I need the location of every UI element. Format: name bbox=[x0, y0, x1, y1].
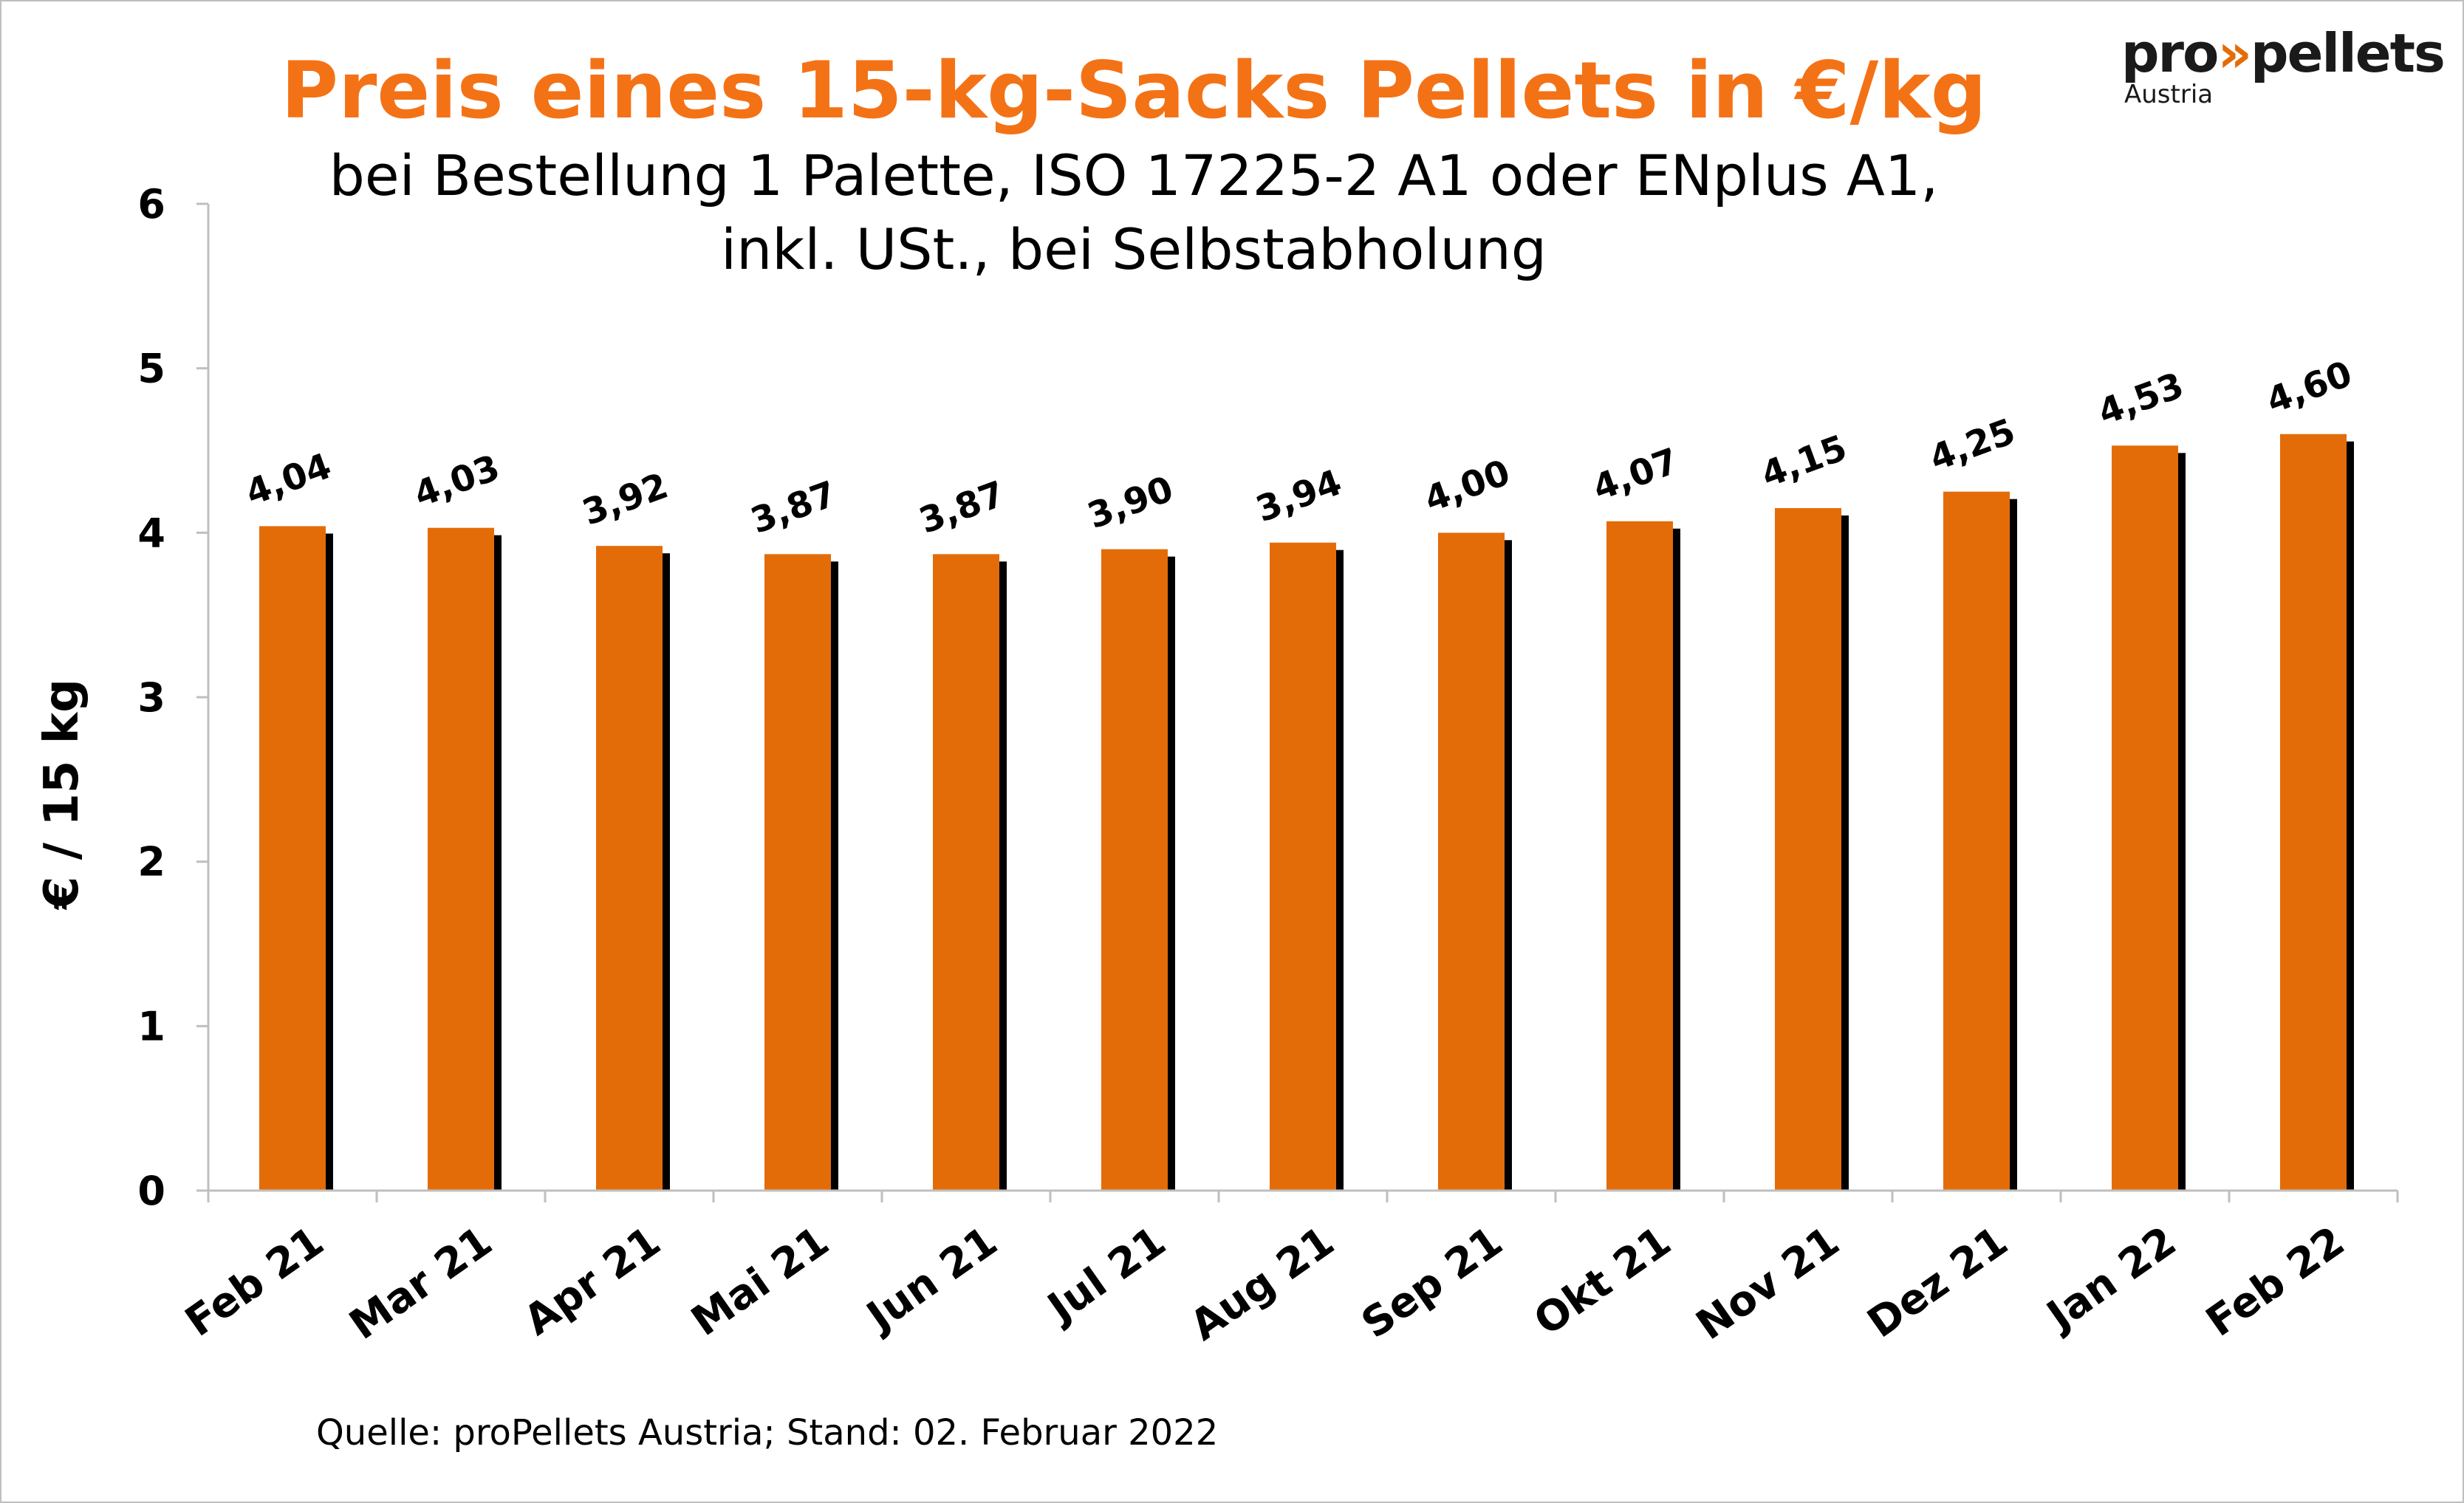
category-label: Mar 21 bbox=[341, 1217, 501, 1349]
chart-subtitle-line1: bei Bestellung 1 Palette, ISO 17225-2 A1… bbox=[329, 143, 1939, 208]
category-labels: Feb 21 Mar 21 Apr 21 Mai 21 Jun 21 Jul 21 Aug … bbox=[177, 1217, 2354, 1350]
chart-subtitle-line2: inkl. USt., bei Selbstabholung bbox=[720, 216, 1547, 282]
category-label: Jun 21 bbox=[856, 1217, 1006, 1342]
data-label: 3,87 bbox=[745, 473, 841, 542]
y-tick-label: 4 bbox=[137, 510, 165, 556]
data-label: 4,25 bbox=[1924, 411, 2020, 479]
category-label: Aug 21 bbox=[1182, 1217, 1343, 1350]
source-note: Quelle: proPellets Austria; Stand: 02. F… bbox=[316, 1412, 1219, 1454]
data-label: 4,53 bbox=[2092, 365, 2188, 434]
bar bbox=[2280, 434, 2347, 1191]
bar bbox=[1438, 533, 1505, 1191]
data-label: 4,04 bbox=[240, 445, 336, 514]
y-tick-label: 1 bbox=[137, 1003, 165, 1050]
bars bbox=[259, 434, 2347, 1191]
category-label: Dez 21 bbox=[1859, 1217, 2016, 1347]
data-label: 4,03 bbox=[408, 447, 504, 516]
category-label: Feb 21 bbox=[177, 1217, 333, 1346]
bar bbox=[1606, 521, 1673, 1191]
bar bbox=[2112, 445, 2178, 1191]
category-label: Jan 22 bbox=[2036, 1217, 2185, 1341]
data-label: 4,15 bbox=[1756, 427, 1852, 496]
data-label: 3,90 bbox=[1082, 468, 1178, 537]
bar bbox=[428, 527, 494, 1191]
category-label: Okt 21 bbox=[1526, 1217, 1680, 1345]
y-tick-label: 0 bbox=[137, 1168, 165, 1214]
logo-pellets: pellets bbox=[2251, 22, 2446, 84]
y-tick-label: 2 bbox=[137, 839, 165, 886]
y-tick-label: 6 bbox=[137, 181, 165, 227]
data-labels: 4,04 4,03 3,92 3,87 3,87 3,90 3,94 4,00 4,07 4,15… bbox=[240, 353, 2357, 542]
y-tick-label: 3 bbox=[137, 674, 165, 721]
y-tick-label: 5 bbox=[137, 346, 165, 392]
logo-pro: pro bbox=[2121, 22, 2220, 84]
bar bbox=[933, 554, 999, 1191]
logo-wordmark: pro»pellets bbox=[2121, 22, 2446, 84]
category-label: Mai 21 bbox=[683, 1217, 838, 1346]
propellets-logo: pro»pellets Austria bbox=[2121, 22, 2446, 109]
data-label: 4,07 bbox=[1587, 440, 1683, 509]
data-label: 3,87 bbox=[914, 473, 1010, 542]
category-label: Apr 21 bbox=[516, 1217, 669, 1345]
bar bbox=[1101, 549, 1168, 1191]
bar bbox=[1943, 491, 2010, 1191]
category-label: Feb 22 bbox=[2198, 1217, 2354, 1346]
bar bbox=[259, 526, 326, 1191]
data-label: 3,94 bbox=[1250, 462, 1346, 530]
y-tick-labels: 0 1 2 3 4 5 6 bbox=[137, 181, 165, 1214]
axes bbox=[196, 202, 2399, 1202]
category-label: Nov 21 bbox=[1688, 1217, 1848, 1349]
category-label: Sep 21 bbox=[1353, 1217, 1511, 1348]
logo-chevrons: » bbox=[2217, 22, 2252, 84]
logo-austria: Austria bbox=[2124, 80, 2214, 109]
bar bbox=[1775, 507, 1841, 1191]
chart-title: Preis eines 15-kg-Sacks Pellets in €/kg bbox=[281, 45, 1987, 136]
bar bbox=[764, 554, 831, 1191]
data-label: 4,60 bbox=[2261, 353, 2357, 422]
bar bbox=[596, 546, 663, 1191]
data-label: 4,00 bbox=[1419, 452, 1515, 521]
category-label: Jul 21 bbox=[1037, 1217, 1174, 1333]
data-label: 3,92 bbox=[577, 465, 673, 534]
bar bbox=[1270, 542, 1336, 1191]
